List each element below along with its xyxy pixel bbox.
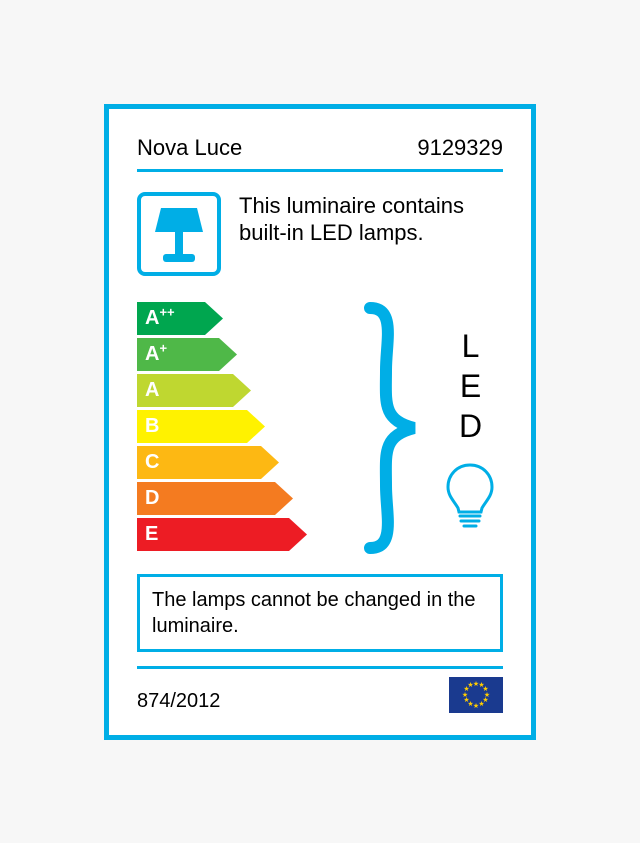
energy-class-label: E: [145, 524, 158, 544]
energy-arrow-A: A: [137, 374, 347, 407]
energy-arrows-column: A++ A+ ABCDE: [137, 302, 347, 554]
energy-class-label: A++: [145, 308, 175, 328]
energy-class-label: B: [145, 416, 159, 436]
energy-arrow-A++: A++: [137, 302, 347, 335]
led-column: LED: [437, 302, 503, 554]
lamp-icon: [153, 204, 205, 264]
energy-arrow-E: E: [137, 518, 347, 551]
model-number: 9129329: [417, 135, 503, 161]
energy-arrow-B: B: [137, 410, 347, 443]
header-row: Nova Luce 9129329: [137, 135, 503, 172]
energy-class-label: A+: [145, 344, 167, 364]
energy-arrow-C: C: [137, 446, 347, 479]
energy-class-label: A: [145, 380, 159, 400]
rating-area: A++ A+ ABCDE LED: [137, 302, 503, 554]
eu-flag-icon: ★★★★★★★★★★★★: [449, 677, 503, 713]
brand-name: Nova Luce: [137, 135, 242, 161]
description-text: This luminaire contains built-in LED lam…: [239, 192, 503, 247]
led-label: LED: [452, 328, 489, 448]
brace-column: [347, 302, 437, 554]
energy-arrow-D: D: [137, 482, 347, 515]
regulation-number: 874/2012: [137, 690, 220, 713]
lamp-icon-box: [137, 192, 221, 276]
curly-brace-icon: [362, 302, 422, 554]
description-row: This luminaire contains built-in LED lam…: [137, 192, 503, 276]
energy-class-label: C: [145, 452, 159, 472]
note-box: The lamps cannot be changed in the lumin…: [137, 574, 503, 652]
note-text: The lamps cannot be changed in the lumin…: [152, 589, 476, 637]
energy-arrow-A+: A+: [137, 338, 347, 371]
bulb-icon: [445, 462, 495, 528]
energy-label-card: Nova Luce 9129329 This luminaire contain…: [104, 104, 536, 740]
energy-class-label: D: [145, 488, 159, 508]
footer-row: 874/2012 ★★★★★★★★★★★★: [137, 666, 503, 713]
